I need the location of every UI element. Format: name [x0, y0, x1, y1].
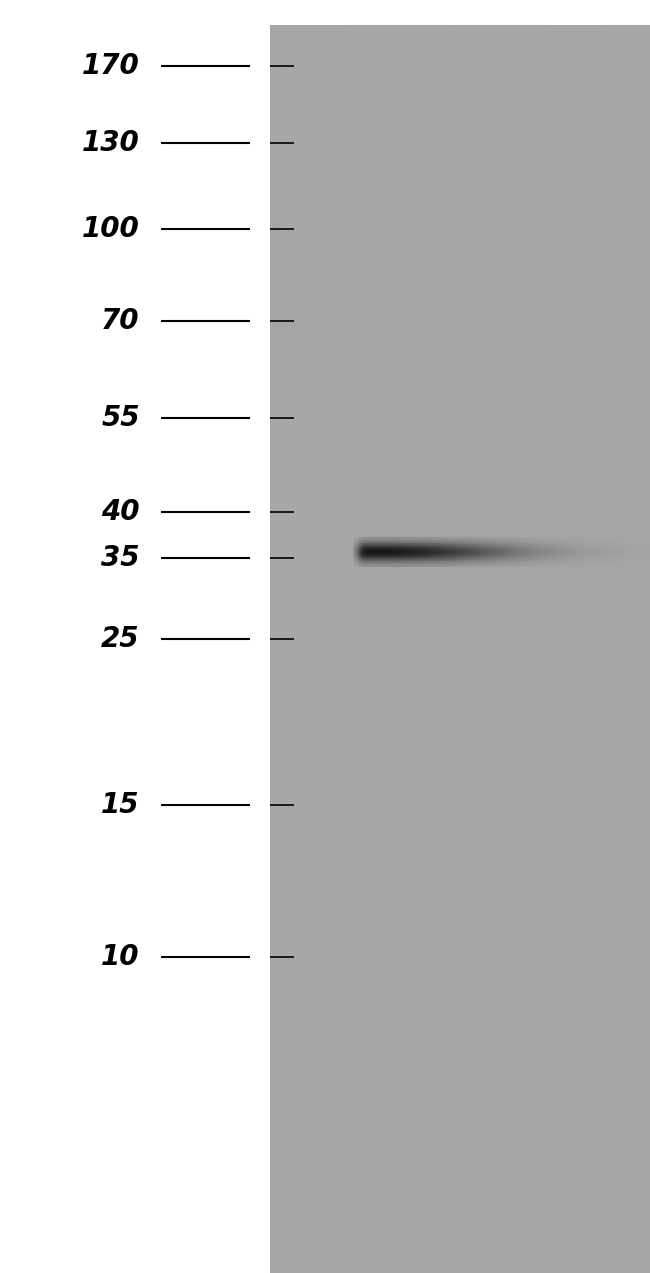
Text: 40: 40 — [101, 498, 140, 526]
Text: 130: 130 — [82, 129, 140, 157]
Text: 35: 35 — [101, 544, 140, 572]
Text: 15: 15 — [101, 791, 140, 819]
Text: 10: 10 — [101, 943, 140, 971]
Text: 70: 70 — [101, 307, 140, 335]
Text: 100: 100 — [82, 215, 140, 243]
Text: 55: 55 — [101, 404, 140, 432]
Text: 170: 170 — [82, 52, 140, 80]
Text: 25: 25 — [101, 625, 140, 653]
